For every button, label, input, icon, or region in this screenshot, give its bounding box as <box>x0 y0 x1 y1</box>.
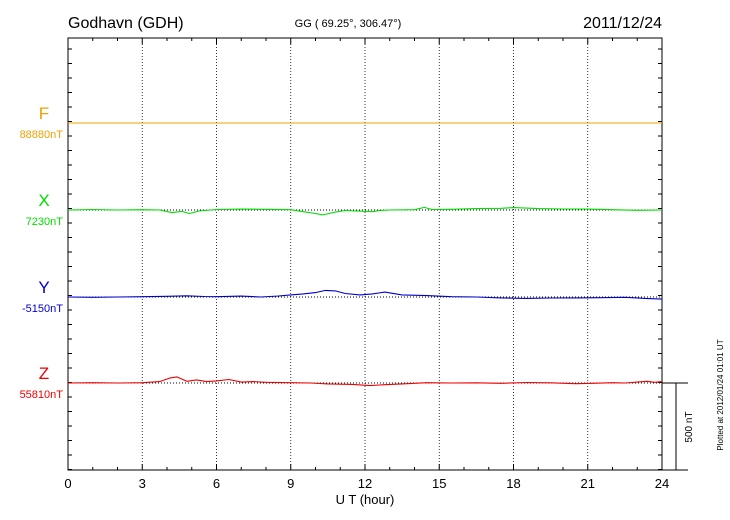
x-axis-ticks: 0 3 6 9 12 15 18 21 24 <box>64 38 669 491</box>
series-line-z <box>67 376 663 387</box>
component-label-f: F <box>39 104 49 123</box>
station-coordinates: GG ( 69.25°, 306.47°) <box>295 18 402 30</box>
scale-bar-label: 500 nT <box>684 411 695 442</box>
x-tick-label: 12 <box>358 476 372 491</box>
baseline-value-y: -5150nT <box>22 303 63 315</box>
x-tick-label: 21 <box>581 476 595 491</box>
component-label-y: Y <box>38 278 49 297</box>
series-lines <box>67 122 663 387</box>
x-tick-label: 9 <box>287 476 294 491</box>
x-tick-label: 18 <box>506 476 520 491</box>
x-tick-label: 6 <box>213 476 220 491</box>
baseline-value-f: 88880nT <box>20 129 64 141</box>
component-labels: F 88880nT X 7230nT Y -5150nT Z 55810nT <box>20 104 64 401</box>
chart-date: 2011/12/24 <box>583 15 662 32</box>
x-tick-label: 3 <box>139 476 146 491</box>
series-line-x <box>67 206 663 216</box>
component-label-x: X <box>38 191 49 210</box>
series-line-y <box>67 289 663 300</box>
x-tick-label: 24 <box>655 476 669 491</box>
grid-lines <box>141 38 589 470</box>
component-label-z: Z <box>39 364 49 383</box>
x-axis-label: U T (hour) <box>336 492 395 507</box>
y-minor-ticks <box>68 48 662 470</box>
baseline-value-z: 55810nT <box>20 389 64 401</box>
x-tick-label: 0 <box>64 476 71 491</box>
baseline-value-x: 7230nT <box>26 216 64 228</box>
x-tick-label: 15 <box>432 476 446 491</box>
plotted-timestamp: Plotted at 2012/01/24 01:01 UT <box>716 339 725 450</box>
scale-bar: 500 nT <box>662 382 695 471</box>
station-title: Godhavn (GDH) <box>68 15 184 32</box>
